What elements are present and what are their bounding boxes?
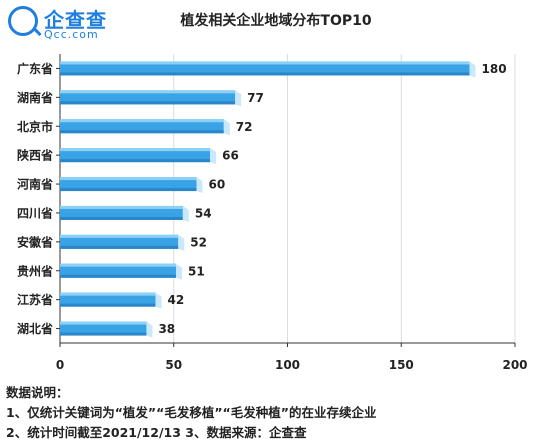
- chart-title: 植发相关企业地域分布TOP10: [180, 13, 372, 29]
- category-label: 河南省: [16, 177, 53, 192]
- x-tick-label: 100: [275, 358, 300, 372]
- bar-end-cap: [182, 205, 189, 222]
- x-tick-label: 50: [165, 358, 182, 372]
- bar: [60, 61, 470, 76]
- category-label: 陕西省: [17, 148, 53, 163]
- bar-bottom-face: [60, 188, 197, 192]
- category-label: 安徽省: [17, 234, 53, 249]
- bar-top-face: [60, 205, 183, 209]
- bar: [60, 205, 183, 220]
- category-label: 四川省: [17, 205, 53, 220]
- bar-chart: 0 50 100 150 200 广东省 180 湖南省 77 北京市 72 陕西省 66 河南省 60 四川…: [16, 54, 528, 372]
- bar: [60, 90, 236, 105]
- bar-top-face: [60, 61, 470, 65]
- bar-top-face: [60, 90, 236, 94]
- x-tick-label: 200: [502, 358, 527, 372]
- category-label: 广东省: [17, 61, 53, 76]
- bar-top-face: [60, 321, 147, 325]
- bar-top-face: [60, 263, 177, 267]
- bar-bottom-face: [60, 274, 177, 278]
- bar-bottom-face: [60, 216, 183, 220]
- bar: [60, 148, 211, 163]
- bar: [60, 119, 224, 134]
- bar-bottom-face: [60, 303, 156, 307]
- category-label: 湖南省: [17, 90, 53, 105]
- bar: [60, 177, 197, 192]
- bar: [60, 321, 147, 336]
- x-tick-label: 0: [56, 358, 64, 372]
- bar-end-cap: [146, 321, 153, 338]
- logo-name: 企查查: [44, 8, 107, 32]
- bar: [60, 263, 177, 278]
- x-tick-label: 150: [389, 358, 414, 372]
- logo-domain: Qcc.com: [44, 28, 99, 41]
- bar-top-face: [60, 148, 211, 152]
- bar-end-cap: [176, 263, 183, 280]
- logo: 企查查 Qcc.com: [8, 4, 118, 42]
- category-label: 湖北省: [17, 321, 53, 336]
- bar-bottom-face: [60, 101, 236, 105]
- bar-end-cap: [178, 234, 185, 251]
- bar: [60, 292, 156, 307]
- bar-end-cap: [210, 148, 217, 165]
- data-label: 72: [236, 120, 253, 134]
- bar-top-face: [60, 292, 156, 296]
- note-line-1: 1、仅统计关键词为“植发”“毛发移植”“毛发种植”的在业存续企业: [6, 405, 377, 420]
- bar-bottom-face: [60, 332, 147, 336]
- data-label: 38: [158, 322, 175, 336]
- bar-end-cap: [469, 61, 476, 78]
- bar-top-face: [60, 119, 224, 123]
- bar-bottom-face: [60, 245, 179, 249]
- category-label: 江苏省: [17, 292, 53, 307]
- bar-bottom-face: [60, 130, 224, 134]
- magnifier-logo-icon: [8, 6, 38, 36]
- bar-end-cap: [235, 90, 242, 107]
- category-label: 北京市: [17, 119, 53, 134]
- data-label: 52: [190, 235, 207, 249]
- data-label: 42: [168, 293, 185, 307]
- bar-bottom-face: [60, 159, 211, 163]
- category-label: 贵州省: [17, 263, 53, 278]
- bar-bottom-face: [60, 72, 470, 76]
- data-label: 66: [222, 149, 239, 163]
- data-label: 51: [188, 264, 205, 278]
- bar-end-cap: [196, 177, 203, 194]
- data-label: 77: [247, 91, 264, 105]
- data-label: 60: [209, 178, 226, 192]
- bar-top-face: [60, 234, 179, 238]
- data-label: 54: [195, 206, 212, 220]
- notes-heading: 数据说明：: [6, 385, 69, 400]
- bar-top-face: [60, 177, 197, 181]
- bar: [60, 234, 179, 249]
- data-label: 180: [482, 62, 507, 76]
- note-line-2: 2、统计时间截至2021/12/13 3、数据来源：企查查: [6, 425, 307, 440]
- bar-end-cap: [223, 119, 230, 136]
- bar-end-cap: [155, 292, 162, 309]
